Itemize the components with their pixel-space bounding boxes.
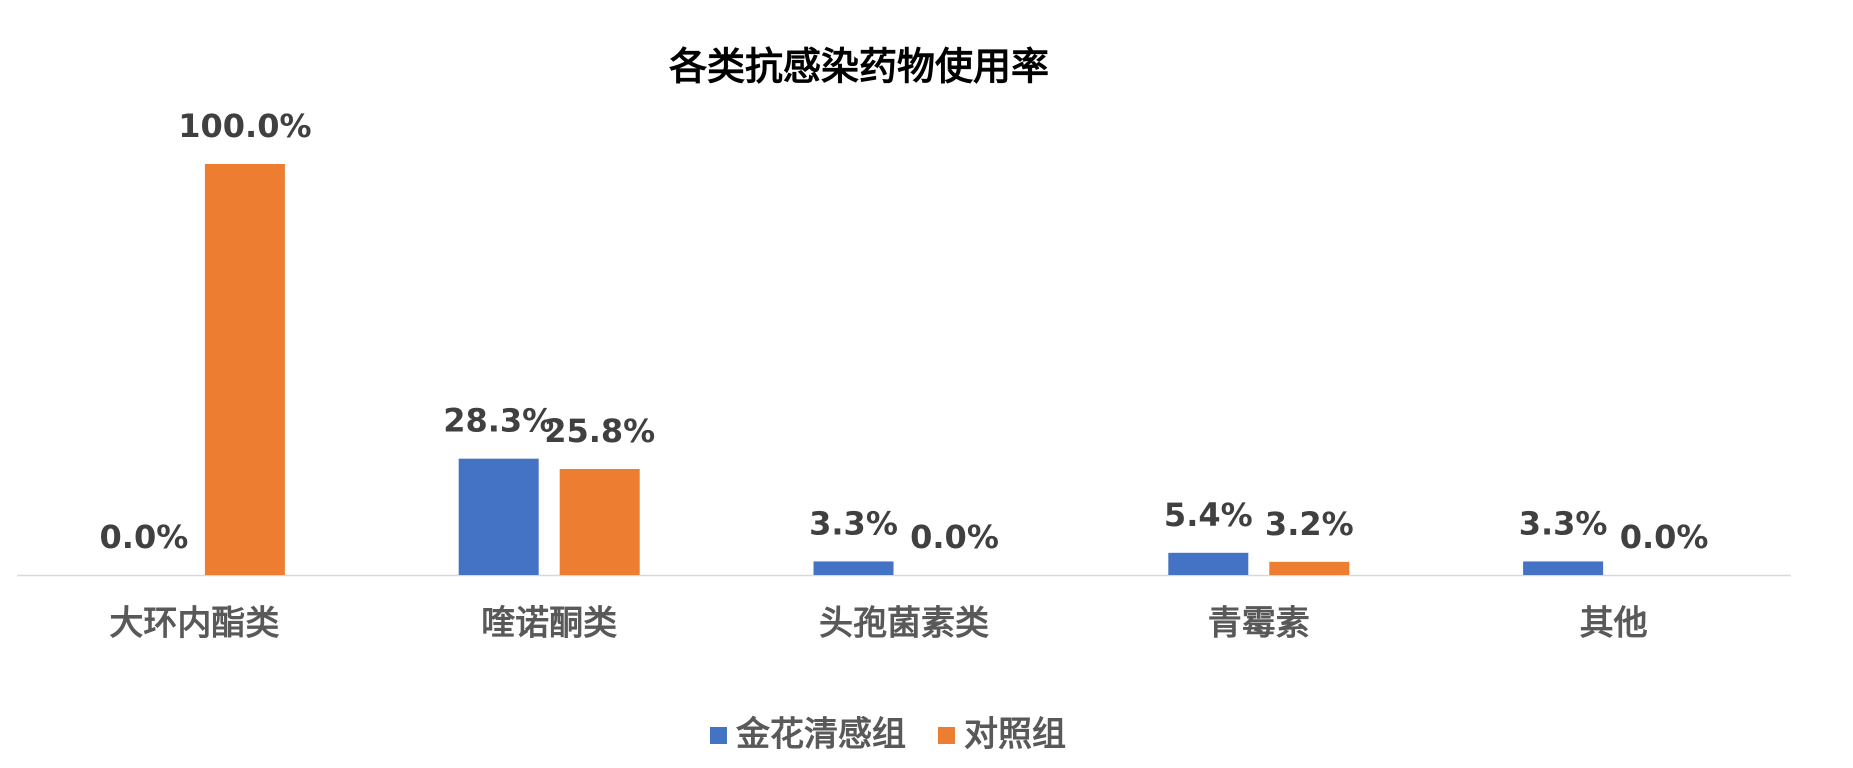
x-tick-label: 青霉素 xyxy=(1208,604,1310,644)
bar xyxy=(1523,561,1604,575)
data-label: 28.3% xyxy=(443,402,554,440)
bar xyxy=(458,458,539,575)
bar xyxy=(1168,552,1249,575)
bar xyxy=(204,164,285,575)
data-label: 100.0% xyxy=(178,107,311,145)
x-tick-label: 喹诺酮类 xyxy=(481,604,617,644)
legend-swatch xyxy=(938,727,955,744)
x-tick-label: 其他 xyxy=(1580,604,1648,644)
x-tick-label: 头孢菌素类 xyxy=(819,604,989,644)
bar xyxy=(1269,561,1350,575)
data-label: 3.3% xyxy=(809,504,898,542)
legend-swatch xyxy=(710,727,727,744)
data-label: 0.0% xyxy=(1620,518,1709,556)
data-label: 0.0% xyxy=(910,518,999,556)
data-label: 25.8% xyxy=(544,412,655,450)
legend-label: 对照组 xyxy=(964,715,1066,755)
bar xyxy=(813,561,894,575)
data-label: 0.0% xyxy=(100,518,189,556)
chart-title: 各类抗感染药物使用率 xyxy=(669,45,1049,89)
x-tick-label: 大环内酯类 xyxy=(109,604,279,644)
data-label: 3.3% xyxy=(1519,504,1608,542)
data-label: 5.4% xyxy=(1164,496,1253,534)
data-label: 3.2% xyxy=(1265,505,1354,543)
bar xyxy=(559,468,640,575)
legend-label: 金花清感组 xyxy=(735,715,906,755)
